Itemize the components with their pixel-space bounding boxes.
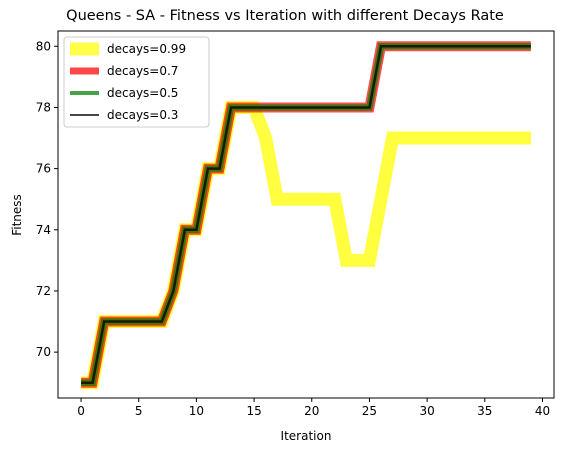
y-tick-label: 76 [36,162,51,176]
legend: decays=0.99 decays=0.7 decays=0.5 decays=0.… [63,36,210,128]
x-tick-label: 20 [304,404,319,418]
y-tick-label: 74 [36,223,51,237]
series-line-decays-0-3 [81,45,531,384]
legend-label: decays=0.3 [107,108,178,122]
x-tick-label: 5 [135,404,143,418]
legend-label: decays=0.99 [107,42,186,56]
y-tick-label: 72 [36,284,51,298]
x-tick-label: 35 [477,404,492,418]
x-tick-label: 15 [246,404,261,418]
x-tick-label: 40 [535,404,550,418]
y-tick-label: 70 [36,345,51,359]
x-tick-label: 10 [189,404,204,418]
y-tick-label: 78 [36,100,51,114]
y-axis-label: Fitness [10,194,24,236]
x-tick-label: 25 [362,404,377,418]
legend-label: decays=0.7 [107,64,178,78]
legend-label: decays=0.5 [107,86,178,100]
series-layer [81,41,531,390]
x-axis-label: Iteration [281,429,332,443]
x-tick-label: 30 [419,404,434,418]
chart-title: Queens - SA - Fitness vs Iteration with … [66,8,504,24]
ticks-layer: 0 5 10 15 20 25 30 35 40 70 72 74 76 78 80 [36,39,550,418]
plot-frame [57,30,555,399]
x-tick-label: 0 [77,404,85,418]
series-line-decays-0-99 [81,100,531,390]
y-tick-label: 80 [36,39,51,53]
legend-box [63,36,210,128]
